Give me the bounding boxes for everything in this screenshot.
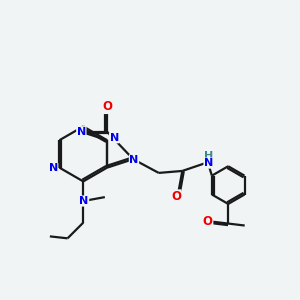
Text: N: N: [77, 127, 86, 137]
Text: N: N: [204, 158, 213, 168]
Text: N: N: [49, 164, 58, 173]
Text: N: N: [80, 196, 89, 206]
Text: N: N: [129, 155, 139, 165]
Text: O: O: [171, 190, 181, 203]
Text: N: N: [110, 133, 119, 143]
Text: H: H: [204, 151, 213, 161]
Text: O: O: [203, 215, 213, 228]
Text: O: O: [102, 100, 112, 113]
